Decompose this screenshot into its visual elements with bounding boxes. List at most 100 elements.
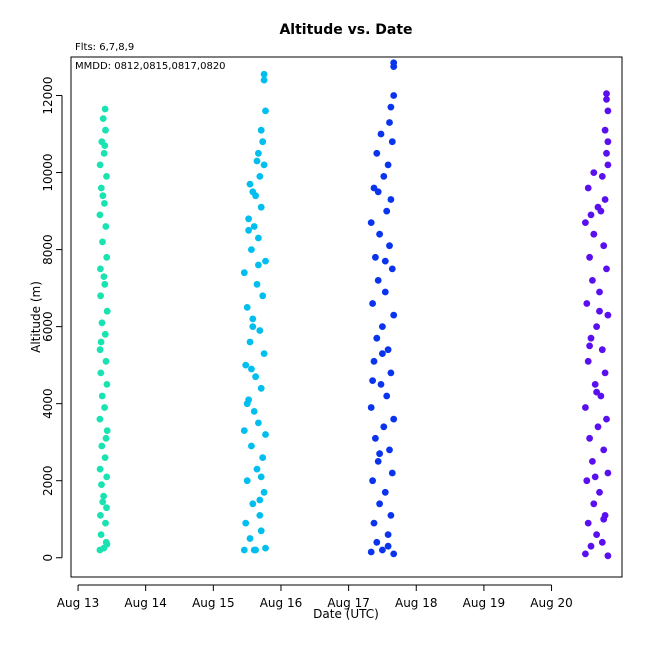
- data-point-flight-1: [96, 161, 104, 169]
- data-point-flight-2: [246, 180, 254, 188]
- data-point-flight-1: [103, 473, 111, 481]
- data-point-flight-1: [100, 149, 108, 157]
- data-point-flight-2: [262, 431, 269, 438]
- y-tick-label: 2000: [41, 465, 55, 496]
- data-point-flight-4: [594, 423, 602, 431]
- dates-annotation: MMDD: 0812,0815,0817,0820: [75, 61, 226, 72]
- x-tick-label: Aug 14: [124, 596, 167, 610]
- data-point-flight-2: [262, 257, 269, 265]
- data-point-flight-3: [370, 357, 378, 365]
- data-point-flight-4: [584, 519, 592, 527]
- data-point-flight-2: [253, 465, 261, 473]
- data-point-flight-2: [245, 215, 253, 223]
- data-point-flight-2: [246, 338, 254, 346]
- data-point-flight-1: [100, 273, 108, 280]
- data-point-flight-4: [583, 300, 591, 307]
- data-point-flight-1: [97, 369, 105, 377]
- data-point-flight-2: [257, 203, 265, 211]
- data-point-flight-2: [249, 315, 257, 323]
- data-point-flight-3: [379, 350, 386, 357]
- data-point-flight-1: [101, 142, 109, 150]
- flights-annotation: Flts: 6,7,8,9: [75, 42, 134, 53]
- data-point-flight-2: [262, 107, 269, 115]
- data-point-flight-4: [590, 169, 598, 177]
- data-point-flight-4: [583, 477, 591, 485]
- data-point-flight-4: [598, 538, 606, 546]
- data-point-flight-1: [97, 531, 105, 538]
- data-point-flight-1: [96, 346, 104, 354]
- data-point-flight-1: [98, 442, 106, 450]
- data-point-flight-4: [586, 434, 593, 442]
- data-point-flight-3: [376, 450, 383, 458]
- data-point-flight-3: [367, 548, 375, 556]
- x-tick-label: Aug 13: [57, 596, 100, 610]
- data-point-flight-3: [388, 265, 396, 273]
- x-axis-title: Date (UTC): [313, 607, 379, 621]
- data-point-flight-4: [596, 488, 603, 496]
- data-point-flight-2: [256, 496, 264, 504]
- data-point-flight-2: [240, 269, 248, 277]
- data-point-flight-4: [601, 196, 609, 203]
- data-point-flight-1: [98, 319, 106, 327]
- data-point-flight-2: [260, 350, 268, 357]
- data-point-flight-3: [372, 434, 379, 442]
- data-point-flight-2: [259, 138, 267, 146]
- data-point-flight-2: [246, 535, 254, 542]
- data-point-flight-4: [582, 219, 589, 227]
- data-point-flight-1: [97, 338, 105, 346]
- data-point-flight-3: [387, 103, 395, 111]
- data-point-flight-3: [369, 377, 376, 384]
- data-point-flight-2: [242, 361, 250, 369]
- data-point-flight-1: [101, 454, 109, 461]
- data-point-flight-2: [250, 223, 258, 230]
- data-point-flight-2: [249, 188, 257, 196]
- data-point-flight-3: [381, 488, 389, 496]
- data-point-flight-4: [601, 126, 609, 134]
- y-tick-label: 8000: [41, 234, 55, 265]
- data-point-flight-4: [593, 531, 600, 538]
- plot-frame: [70, 56, 623, 578]
- data-point-flight-1: [102, 519, 109, 527]
- data-point-flight-2: [242, 519, 250, 527]
- data-point-flight-4: [597, 392, 605, 400]
- data-point-flight-2: [250, 408, 258, 415]
- data-point-flight-1: [97, 184, 105, 192]
- data-point-flight-1: [102, 126, 109, 134]
- data-point-flight-3: [390, 311, 398, 319]
- x-tick-label: Aug 18: [395, 596, 438, 610]
- data-point-flight-1: [98, 481, 105, 488]
- data-point-flight-4: [582, 404, 589, 411]
- data-point-flight-2: [248, 442, 255, 450]
- data-point-flight-4: [603, 96, 610, 103]
- data-point-flight-4: [587, 334, 595, 342]
- data-point-flight-3: [369, 477, 376, 485]
- data-point-flight-4: [584, 184, 592, 192]
- data-point-flight-1: [101, 105, 109, 113]
- data-point-flight-3: [390, 415, 398, 423]
- data-point-flight-4: [604, 107, 612, 115]
- data-point-flight-4: [603, 149, 610, 157]
- data-point-flight-1: [102, 538, 110, 546]
- data-point-flight-4: [582, 550, 589, 558]
- data-point-flight-4: [587, 211, 595, 219]
- data-point-flight-2: [260, 70, 268, 78]
- data-point-flight-3: [374, 188, 382, 196]
- data-point-flight-4: [604, 552, 612, 560]
- data-point-flight-1: [97, 265, 104, 273]
- data-point-flight-1: [97, 512, 104, 519]
- data-point-flight-4: [601, 369, 609, 377]
- data-point-flight-2: [252, 373, 259, 381]
- y-tick-label: 0: [41, 554, 55, 562]
- data-point-flight-2: [259, 454, 267, 461]
- data-point-flight-2: [240, 546, 248, 554]
- data-point-flight-3: [373, 149, 381, 157]
- y-tick-label: 4000: [41, 388, 55, 419]
- data-point-flight-2: [257, 473, 265, 481]
- data-point-flight-4: [604, 161, 612, 169]
- data-point-flight-2: [257, 126, 265, 134]
- data-point-flight-2: [256, 512, 264, 519]
- data-point-flight-1: [102, 357, 110, 365]
- data-point-flight-4: [593, 388, 600, 396]
- data-point-flight-3: [388, 138, 396, 146]
